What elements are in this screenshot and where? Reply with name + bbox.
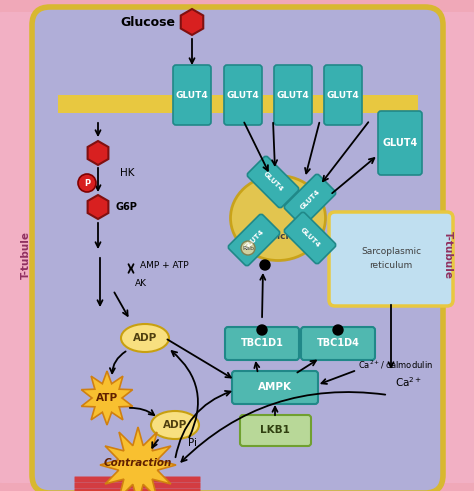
Text: P: P bbox=[84, 179, 90, 188]
Text: Contraction: Contraction bbox=[104, 458, 172, 468]
FancyBboxPatch shape bbox=[232, 371, 318, 404]
Text: LKB1: LKB1 bbox=[260, 425, 290, 435]
FancyBboxPatch shape bbox=[274, 65, 312, 125]
Text: AMP + ATP: AMP + ATP bbox=[140, 261, 189, 270]
FancyBboxPatch shape bbox=[32, 7, 443, 491]
FancyBboxPatch shape bbox=[74, 489, 201, 491]
Text: GLUT4: GLUT4 bbox=[243, 229, 265, 251]
Polygon shape bbox=[88, 195, 109, 219]
Ellipse shape bbox=[230, 175, 326, 261]
Circle shape bbox=[260, 260, 270, 270]
Text: GLUT4: GLUT4 bbox=[383, 138, 418, 148]
FancyBboxPatch shape bbox=[324, 65, 362, 125]
Circle shape bbox=[241, 241, 255, 255]
Text: TBC1D1: TBC1D1 bbox=[241, 338, 283, 348]
Text: GLUT4: GLUT4 bbox=[327, 90, 359, 100]
Circle shape bbox=[78, 174, 96, 192]
Ellipse shape bbox=[121, 324, 169, 352]
Circle shape bbox=[257, 325, 267, 335]
Ellipse shape bbox=[151, 411, 199, 439]
Polygon shape bbox=[82, 371, 133, 425]
Text: ATP: ATP bbox=[96, 393, 118, 403]
Polygon shape bbox=[181, 9, 203, 35]
FancyBboxPatch shape bbox=[329, 212, 453, 306]
Text: T-tubule: T-tubule bbox=[21, 231, 31, 279]
Text: Glucose: Glucose bbox=[120, 16, 175, 28]
Text: HK: HK bbox=[120, 168, 135, 178]
FancyBboxPatch shape bbox=[301, 327, 375, 360]
Text: GLUT4: GLUT4 bbox=[299, 189, 321, 211]
FancyBboxPatch shape bbox=[0, 12, 62, 483]
Text: AMPK: AMPK bbox=[258, 382, 292, 392]
FancyBboxPatch shape bbox=[74, 483, 201, 489]
Text: Ca$^{2+}$/ calmodulin: Ca$^{2+}$/ calmodulin bbox=[358, 359, 433, 371]
Text: ADP: ADP bbox=[133, 333, 157, 343]
Text: GLUT4: GLUT4 bbox=[277, 90, 310, 100]
FancyBboxPatch shape bbox=[58, 95, 418, 113]
Text: GLUT4: GLUT4 bbox=[299, 227, 321, 249]
Text: G6P: G6P bbox=[116, 202, 138, 212]
FancyBboxPatch shape bbox=[228, 214, 280, 266]
FancyBboxPatch shape bbox=[284, 212, 336, 264]
Text: reticulum: reticulum bbox=[369, 262, 413, 271]
FancyBboxPatch shape bbox=[284, 174, 336, 226]
FancyBboxPatch shape bbox=[240, 415, 311, 446]
Text: ADP: ADP bbox=[163, 420, 187, 430]
Text: GLUT4: GLUT4 bbox=[262, 171, 284, 193]
FancyBboxPatch shape bbox=[74, 476, 201, 483]
Text: Pi: Pi bbox=[189, 438, 198, 448]
Text: AK: AK bbox=[135, 278, 147, 288]
FancyBboxPatch shape bbox=[224, 65, 262, 125]
FancyBboxPatch shape bbox=[173, 65, 211, 125]
FancyBboxPatch shape bbox=[412, 12, 474, 483]
FancyBboxPatch shape bbox=[225, 327, 299, 360]
Text: Sarcoplasmic: Sarcoplasmic bbox=[361, 247, 421, 256]
Text: GLUT4: GLUT4 bbox=[227, 90, 259, 100]
Text: TBC1D4: TBC1D4 bbox=[317, 338, 359, 348]
Circle shape bbox=[333, 325, 343, 335]
Polygon shape bbox=[100, 427, 176, 491]
FancyBboxPatch shape bbox=[378, 111, 422, 175]
Text: T-tubule: T-tubule bbox=[443, 231, 453, 279]
Text: Rab: Rab bbox=[242, 246, 254, 250]
Text: Vesicle: Vesicle bbox=[260, 231, 296, 241]
Text: GLUT4: GLUT4 bbox=[176, 90, 209, 100]
FancyBboxPatch shape bbox=[247, 156, 299, 208]
Text: Ca$^{2+}$: Ca$^{2+}$ bbox=[395, 375, 422, 389]
Polygon shape bbox=[88, 141, 109, 165]
